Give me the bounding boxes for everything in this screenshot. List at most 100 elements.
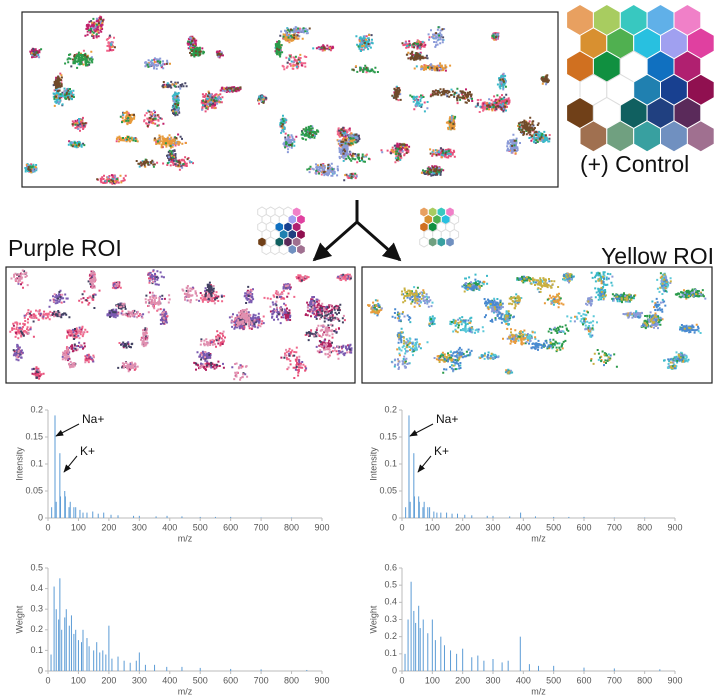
y-tick-label: 0: [392, 512, 397, 522]
x-tick-label: 0: [399, 522, 404, 532]
peak-annotation: Na+: [436, 412, 458, 426]
y-tick-label: 0: [38, 512, 43, 522]
x-tick-label: 600: [576, 522, 591, 532]
pixel-cluster: [371, 273, 707, 373]
x-tick-label: 700: [607, 522, 622, 532]
annotation-arrow: [417, 455, 432, 473]
y-tick-label: 0.1: [384, 458, 397, 468]
y-tick-label: 0.2: [30, 624, 43, 634]
y-tick-label: 0.5: [384, 580, 397, 590]
pixel-cluster: [26, 17, 548, 180]
x-tick-label: 100: [425, 522, 440, 532]
y-tick-label: 0: [392, 665, 397, 675]
hex-cell: [270, 243, 280, 256]
y-tick-label: 0.2: [384, 631, 397, 641]
y-tick-label: 0.05: [379, 485, 397, 495]
peak-annotation: Na+: [82, 412, 104, 426]
x-tick-label: 300: [485, 675, 500, 685]
x-tick-label: 500: [193, 522, 208, 532]
annotation-arrow: [63, 455, 78, 473]
annotation-arrow: [55, 423, 80, 437]
x-tick-label: 900: [314, 522, 329, 532]
fork-arrow: [356, 220, 402, 262]
x-tick-label: 900: [667, 675, 682, 685]
x-tick-label: 800: [637, 522, 652, 532]
x-tick-label: 500: [546, 675, 561, 685]
x-tick-label: 600: [576, 675, 591, 685]
x-tick-label: 600: [223, 675, 238, 685]
hex-cell: [261, 243, 272, 256]
hex-cell: [427, 236, 438, 248]
x-tick-label: 300: [485, 522, 500, 532]
x-tick-label: 400: [162, 675, 177, 685]
x-tick-label: 0: [45, 675, 50, 685]
y-tick-label: 0.4: [384, 597, 397, 607]
x-tick-label: 800: [284, 522, 299, 532]
x-tick-label: 0: [399, 675, 404, 685]
hex-cell: [436, 236, 447, 248]
y-tick-label: 0: [38, 665, 43, 675]
pixel-cluster: [27, 17, 550, 183]
hex-cell: [686, 120, 715, 153]
x-tick-label: 800: [284, 675, 299, 685]
purple-roi-label: Purple ROI: [8, 235, 122, 261]
y-tick-label: 0.15: [379, 431, 397, 441]
y-axis-label: Intensity: [14, 447, 24, 481]
x-tick-label: 700: [254, 522, 269, 532]
x-tick-label: 100: [71, 522, 86, 532]
y-axis-label: Weight: [368, 605, 378, 633]
x-tick-label: 600: [223, 522, 238, 532]
hex-cell: [296, 243, 306, 256]
y-tick-label: 0.4: [30, 583, 43, 593]
y-tick-label: 0.3: [30, 604, 43, 614]
y-tick-label: 0.2: [384, 404, 397, 414]
y-tick-label: 0.05: [25, 485, 43, 495]
x-axis-label: m/z: [531, 686, 546, 696]
y-tick-label: 0.1: [30, 458, 43, 468]
hex-palettes: [257, 3, 715, 256]
x-tick-label: 100: [425, 675, 440, 685]
x-tick-label: 500: [546, 522, 561, 532]
x-axis-label: m/z: [178, 686, 193, 696]
x-tick-label: 0: [45, 522, 50, 532]
y-axis-label: Intensity: [368, 447, 378, 481]
hex-cell: [278, 243, 289, 256]
x-tick-label: 500: [193, 675, 208, 685]
y-tick-label: 0.15: [25, 431, 43, 441]
y-tick-label: 0.2: [30, 404, 43, 414]
x-tick-label: 300: [132, 675, 147, 685]
x-tick-label: 200: [455, 675, 470, 685]
hex-cell: [445, 236, 455, 248]
hex-cell: [287, 243, 298, 256]
x-axis-label: m/z: [531, 533, 546, 543]
x-tick-label: 100: [71, 675, 86, 685]
x-tick-label: 200: [101, 522, 116, 532]
y-tick-label: 0.1: [384, 648, 397, 658]
pixel-cluster: [32, 20, 551, 184]
peak-annotation: K+: [434, 444, 449, 458]
y-tick-label: 0.3: [384, 614, 397, 624]
x-tick-label: 800: [637, 675, 652, 685]
x-tick-label: 700: [607, 675, 622, 685]
x-tick-label: 200: [455, 522, 470, 532]
fork-arrow: [312, 200, 359, 262]
x-tick-label: 400: [516, 522, 531, 532]
x-tick-label: 400: [162, 522, 177, 532]
x-tick-label: 700: [254, 675, 269, 685]
x-tick-label: 200: [101, 675, 116, 685]
x-tick-label: 900: [667, 522, 682, 532]
x-tick-label: 400: [516, 675, 531, 685]
annotation-arrow: [409, 423, 434, 437]
x-axis-label: m/z: [178, 533, 193, 543]
yellow-roi-label: Yellow ROI: [601, 243, 714, 269]
control-label: (+) Control: [580, 151, 689, 177]
y-tick-label: 0.1: [30, 645, 43, 655]
pixel-cluster: [374, 273, 700, 374]
peak-annotation: K+: [80, 444, 95, 458]
pixel-maps: [9, 15, 707, 381]
y-tick-label: 0.6: [384, 562, 397, 572]
y-tick-label: 0.5: [30, 562, 43, 572]
x-tick-label: 900: [314, 675, 329, 685]
y-axis-label: Weight: [14, 605, 24, 633]
